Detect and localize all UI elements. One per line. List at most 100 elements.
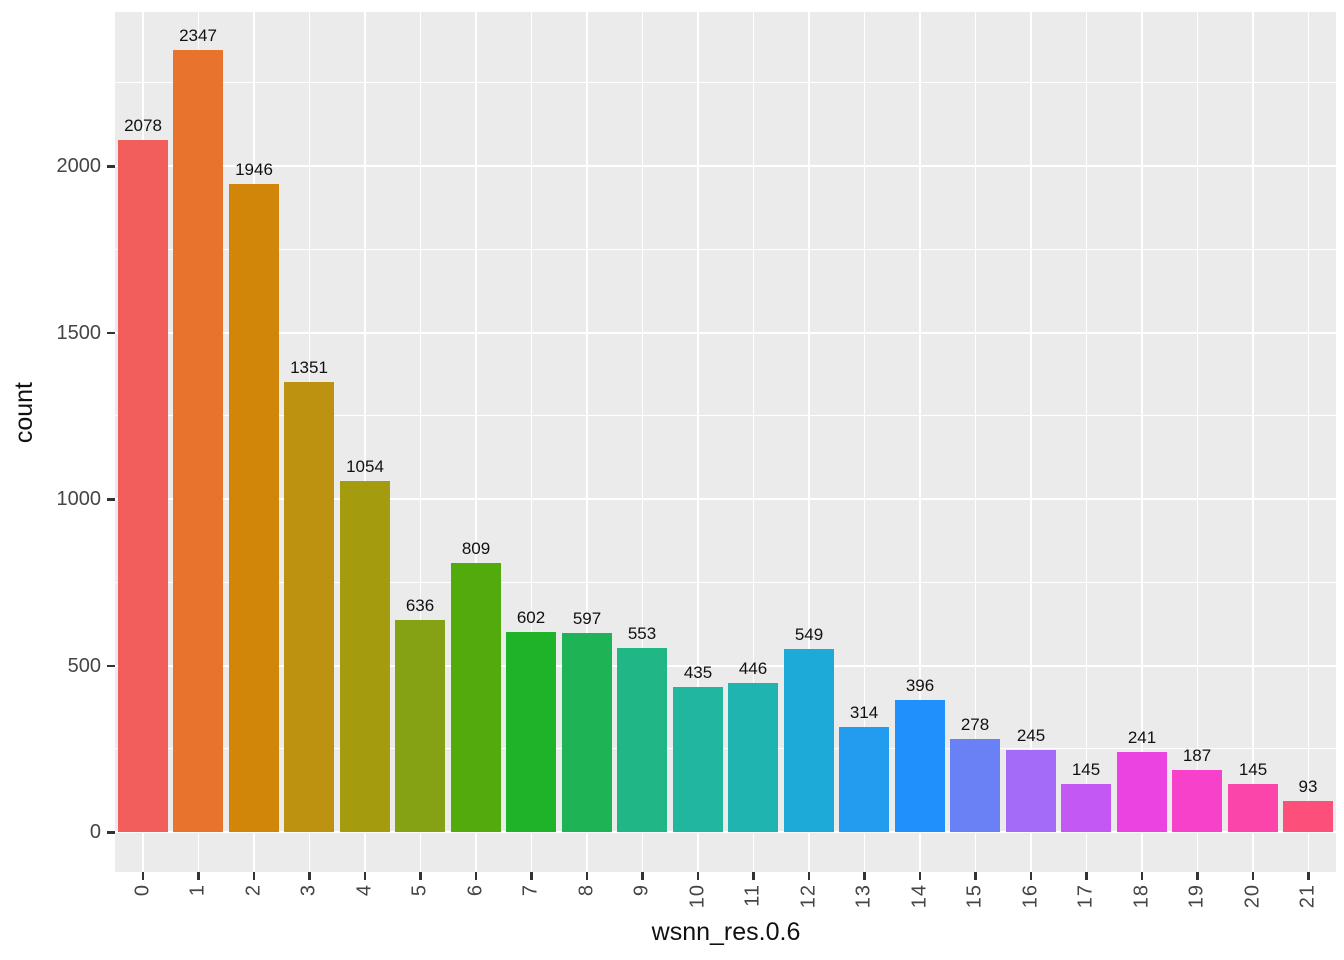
- x-tick-label-5: 5: [408, 884, 431, 897]
- bar-cluster-2: [229, 184, 279, 832]
- x-tick-2: [252, 872, 255, 880]
- bar-value-label: 187: [1182, 746, 1212, 765]
- y-tick-1500: [107, 331, 115, 334]
- x-tick-label-18: 18: [1130, 884, 1153, 909]
- x-tick-label-6: 6: [464, 884, 487, 897]
- bar-value-label: 2347: [179, 26, 217, 45]
- bar-value-label: 245: [1016, 726, 1046, 745]
- bar-value-label: 278: [960, 715, 990, 734]
- x-tick-label-0: 0: [131, 884, 154, 897]
- y-tick-label-0: 0: [89, 821, 101, 843]
- x-tick-20: [1251, 872, 1254, 880]
- gridline-major-x21: [1307, 12, 1309, 872]
- gridline-major-x10: [697, 12, 699, 872]
- x-tick-label-12: 12: [797, 884, 820, 909]
- bar-cluster-17: [1061, 784, 1111, 832]
- gridline-major-y2000: [115, 165, 1336, 167]
- x-tick-13: [863, 872, 866, 880]
- y-tick-2000: [107, 165, 115, 168]
- gridline-minor-y1250: [115, 415, 1336, 417]
- x-tick-10: [696, 872, 699, 880]
- gridline-major-x17: [1085, 12, 1087, 872]
- x-tick-label-17: 17: [1074, 884, 1097, 909]
- x-axis-title: wsnn_res.0.6: [651, 918, 801, 946]
- gridline-minor-y1750: [115, 248, 1336, 250]
- bar-cluster-21: [1283, 801, 1333, 832]
- bar-cluster-14: [895, 700, 945, 832]
- x-tick-4: [363, 872, 366, 880]
- x-tick-label-9: 9: [630, 884, 653, 897]
- gridline-major-x6: [475, 12, 477, 872]
- bar-cluster-18: [1117, 752, 1167, 832]
- x-tick-label-20: 20: [1241, 884, 1264, 909]
- gridline-minor-y250: [115, 748, 1336, 750]
- bar-value-label: 553: [627, 624, 657, 643]
- gridline-major-y1500: [115, 331, 1336, 334]
- y-tick-500: [107, 664, 115, 667]
- y-axis-title: count: [10, 382, 38, 444]
- x-tick-7: [530, 872, 533, 880]
- bar-value-label: 446: [738, 659, 768, 678]
- x-tick-3: [308, 872, 311, 880]
- bar-value-label: 241: [1127, 728, 1157, 747]
- gridline-major-x19: [1196, 12, 1198, 872]
- gridline-major-x7: [530, 12, 532, 872]
- plot-panel: 2078 2347 1946 1351 1054 636 809 602 597 553 435 44…: [115, 12, 1336, 872]
- x-tick-label-11: 11: [741, 884, 764, 907]
- x-tick-label-21: 21: [1296, 884, 1319, 909]
- gridline-major-x9: [641, 12, 643, 872]
- bar-value-label: 549: [794, 625, 824, 644]
- bar-value-label: 396: [905, 676, 935, 695]
- x-tick-label-19: 19: [1185, 884, 1208, 909]
- bar-cluster-12: [784, 649, 834, 832]
- bar-cluster-9: [617, 648, 667, 832]
- x-tick-label-15: 15: [963, 884, 986, 909]
- gridline-major-x20: [1252, 12, 1254, 872]
- bar-cluster-5: [395, 620, 445, 832]
- x-tick-16: [1029, 872, 1032, 880]
- x-tick-12: [807, 872, 810, 880]
- x-tick-label-4: 4: [353, 884, 376, 897]
- x-tick-1: [197, 872, 200, 880]
- x-tick-label-7: 7: [519, 884, 542, 897]
- y-tick-0: [107, 831, 115, 834]
- bar-cluster-15: [950, 739, 1000, 832]
- gridline-major-y500: [115, 664, 1336, 667]
- bar-value-label: 597: [572, 609, 602, 628]
- x-tick-14: [918, 872, 921, 880]
- x-tick-label-16: 16: [1019, 884, 1042, 909]
- gridline-minor-y750: [115, 581, 1336, 583]
- gridline-major-y0: [115, 831, 1336, 833]
- bar-cluster-7: [506, 632, 556, 832]
- bar-value-label: 602: [516, 608, 546, 627]
- bar-cluster-10: [673, 687, 723, 832]
- x-tick-9: [641, 872, 644, 880]
- bar-value-label: 435: [683, 663, 713, 682]
- bar-cluster-8: [562, 633, 612, 832]
- bar-value-label: 636: [405, 596, 435, 615]
- bar-cluster-0: [118, 140, 168, 832]
- x-tick-19: [1196, 872, 1199, 880]
- y-tick-label-1000: 1000: [56, 488, 102, 510]
- bar-cluster-1: [173, 50, 223, 832]
- gridline-major-x8: [586, 12, 588, 872]
- gridline-major-x16: [1030, 12, 1032, 872]
- x-tick-0: [141, 872, 144, 880]
- bar-value-label: 314: [849, 703, 879, 722]
- bar-value-label: 809: [461, 539, 491, 558]
- gridline-major-x14: [919, 12, 921, 872]
- x-tick-label-10: 10: [686, 884, 709, 909]
- x-tick-8: [585, 872, 588, 880]
- bar-cluster-13: [839, 727, 889, 832]
- gridline-major-x5: [419, 12, 421, 872]
- bar-cluster-6: [451, 563, 501, 832]
- bar-value-label: 2078: [124, 116, 162, 135]
- gridline-major-x15: [974, 12, 976, 872]
- gridline-major-x12: [808, 12, 810, 872]
- bar-cluster-4: [340, 481, 390, 832]
- y-tick-1000: [107, 498, 115, 501]
- bar-value-label: 1351: [290, 358, 328, 377]
- x-tick-11: [752, 872, 755, 880]
- x-tick-label-2: 2: [242, 884, 265, 897]
- x-tick-17: [1085, 872, 1088, 880]
